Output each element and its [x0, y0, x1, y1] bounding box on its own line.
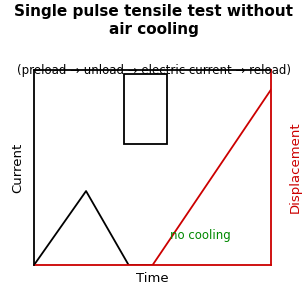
- Text: Time: Time: [136, 272, 169, 285]
- Text: Displacement: Displacement: [288, 122, 301, 213]
- Text: Single pulse tensile test without
air cooling: Single pulse tensile test without air co…: [14, 4, 294, 37]
- Text: Current: Current: [11, 142, 24, 193]
- Text: (preload → unload → electric current → reload): (preload → unload → electric current → r…: [17, 64, 291, 77]
- Bar: [124, 74, 167, 144]
- Text: no cooling: no cooling: [169, 229, 230, 243]
